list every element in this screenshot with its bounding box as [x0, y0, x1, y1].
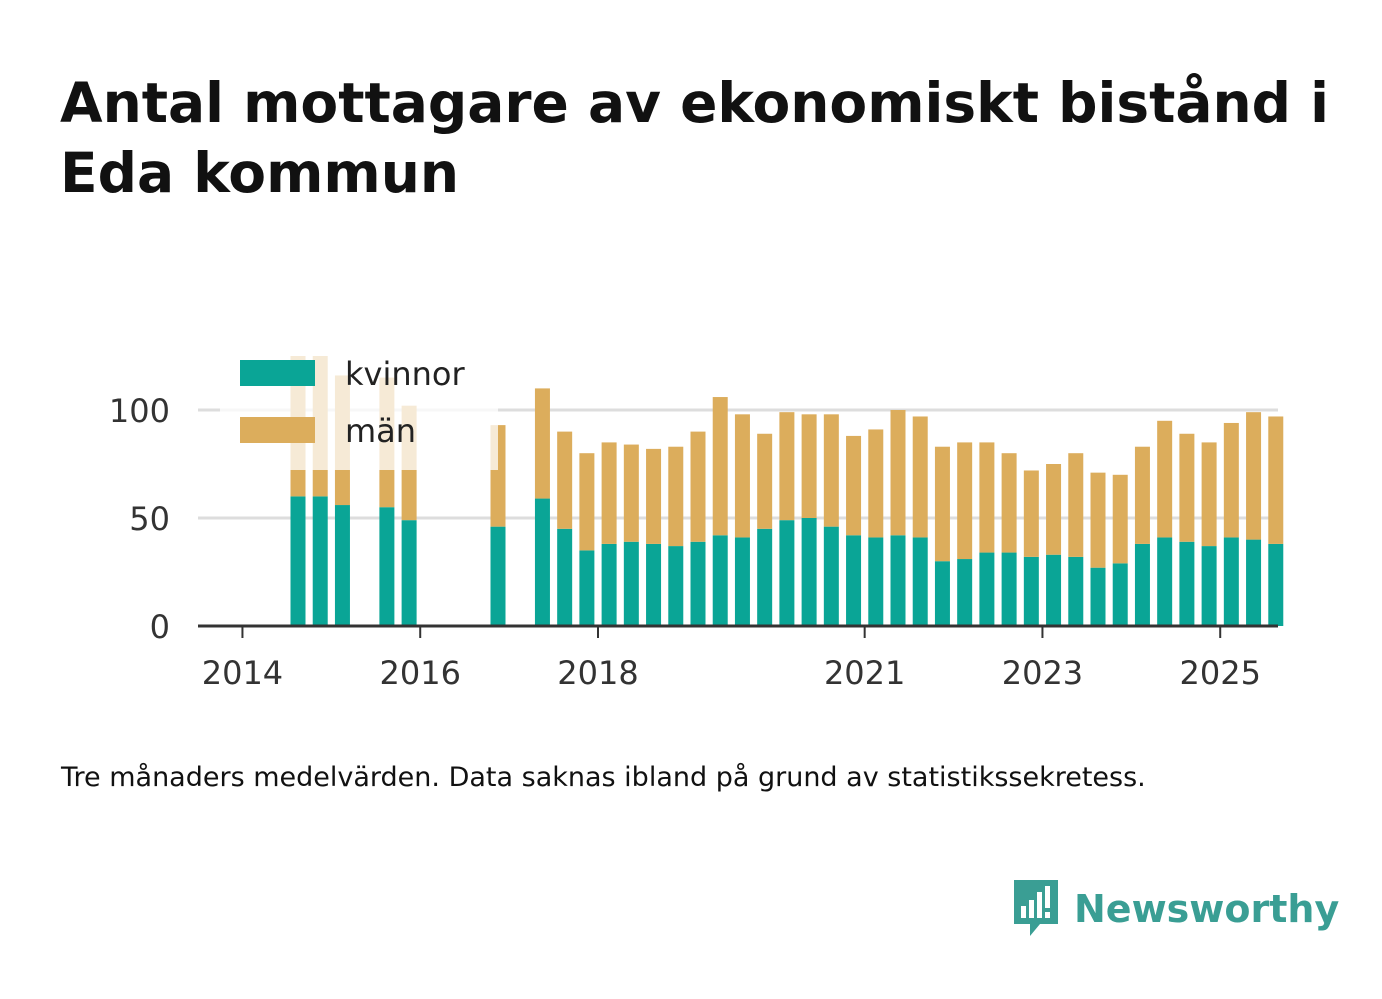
bar-man	[1112, 474, 1128, 564]
bar-kvinnor	[846, 535, 862, 626]
bar-man	[690, 431, 706, 542]
y-tick-label: 100	[109, 392, 170, 430]
bar-kvinnor	[957, 559, 973, 626]
bar-man	[1223, 422, 1239, 538]
bar-kvinnor	[1223, 537, 1239, 626]
bar-kvinnor	[312, 496, 328, 626]
bar-kvinnor	[1023, 556, 1039, 626]
bar-kvinnor	[1134, 543, 1150, 626]
bar-kvinnor	[1068, 556, 1084, 626]
bar-kvinnor	[1090, 567, 1106, 626]
bar-kvinnor	[557, 528, 573, 626]
bar-kvinnor	[890, 535, 906, 626]
bar-man	[846, 435, 862, 536]
brand-name: Newsworthy	[1074, 887, 1340, 931]
bar-kvinnor	[779, 520, 795, 626]
bar-man	[979, 442, 995, 553]
bar-kvinnor	[1157, 537, 1173, 626]
x-tick-label: 2025	[1180, 654, 1261, 692]
bar-kvinnor	[1112, 563, 1128, 626]
bar-man	[801, 414, 817, 518]
bar-man	[912, 416, 928, 538]
x-tick-label: 2023	[1002, 654, 1083, 692]
legend-swatch-man	[240, 417, 315, 443]
bar-man	[890, 410, 906, 536]
legend-label-kvinnor: kvinnor	[345, 355, 466, 393]
x-tick-label: 2018	[557, 654, 638, 692]
bar-man	[1268, 416, 1284, 544]
bar-man	[712, 397, 728, 536]
bar-kvinnor	[979, 552, 995, 626]
bar-kvinnor	[534, 498, 550, 626]
bar-kvinnor	[801, 518, 817, 626]
bar-man	[757, 433, 773, 529]
bar-kvinnor	[934, 561, 950, 626]
legend-label-man: män	[345, 412, 416, 450]
bar-man	[1157, 420, 1173, 538]
bar-man	[734, 414, 750, 538]
bar-man	[557, 431, 573, 529]
bar-man	[1246, 412, 1262, 540]
bar-kvinnor	[1001, 552, 1017, 626]
bar-chart-logo-icon	[1014, 880, 1058, 936]
bar-man	[1090, 472, 1106, 568]
footnote: Tre månaders medelvärden. Data saknas ib…	[61, 762, 1146, 793]
bar-kvinnor	[757, 528, 773, 626]
bar-kvinnor	[401, 520, 417, 626]
bar-man	[934, 446, 950, 562]
bar-kvinnor	[668, 546, 684, 626]
bar-kvinnor	[1179, 541, 1195, 626]
bar-kvinnor	[1201, 546, 1217, 626]
bar-man	[1046, 464, 1062, 555]
bar-kvinnor	[1268, 543, 1284, 626]
y-tick-label: 50	[129, 500, 170, 538]
bar-man	[1201, 442, 1217, 547]
bar-man	[957, 442, 973, 560]
newsworthy-logo[interactable]: Newsworthy	[1010, 878, 1339, 940]
bar-man	[1001, 453, 1017, 553]
bar-man	[868, 429, 884, 538]
y-tick-label: 0	[150, 608, 170, 646]
x-tick-label: 2021	[824, 654, 905, 692]
bar-man	[1023, 470, 1039, 557]
bar-kvinnor	[379, 507, 395, 626]
bar-man	[779, 412, 795, 521]
bar-man	[1134, 446, 1150, 544]
bar-man	[601, 442, 617, 544]
bar-kvinnor	[1246, 539, 1262, 626]
bar-kvinnor	[490, 526, 506, 626]
legend-swatch-kvinnor	[240, 360, 315, 386]
x-tick-label: 2014	[202, 654, 283, 692]
bar-man	[534, 388, 550, 499]
bar-man	[623, 444, 639, 542]
bar-man	[823, 414, 839, 527]
bar-kvinnor	[868, 537, 884, 626]
bar-man	[646, 448, 662, 544]
bar-kvinnor	[601, 543, 617, 626]
x-tick-label: 2016	[380, 654, 461, 692]
bar-man	[668, 446, 684, 547]
bar-kvinnor	[823, 526, 839, 626]
bar-kvinnor	[690, 541, 706, 626]
bar-kvinnor	[623, 541, 639, 626]
bar-kvinnor	[912, 537, 928, 626]
bar-kvinnor	[712, 535, 728, 626]
bar-kvinnor	[290, 496, 306, 626]
bar-kvinnor	[334, 505, 350, 626]
bar-kvinnor	[734, 537, 750, 626]
bar-man	[1068, 453, 1084, 557]
bar-man	[1179, 433, 1195, 542]
bar-kvinnor	[646, 543, 662, 626]
bar-kvinnor	[579, 550, 595, 626]
bar-man	[579, 453, 595, 551]
bar-kvinnor	[1046, 554, 1062, 626]
chart-title: Antal mottagare av ekonomiskt bistånd i …	[60, 71, 1330, 205]
